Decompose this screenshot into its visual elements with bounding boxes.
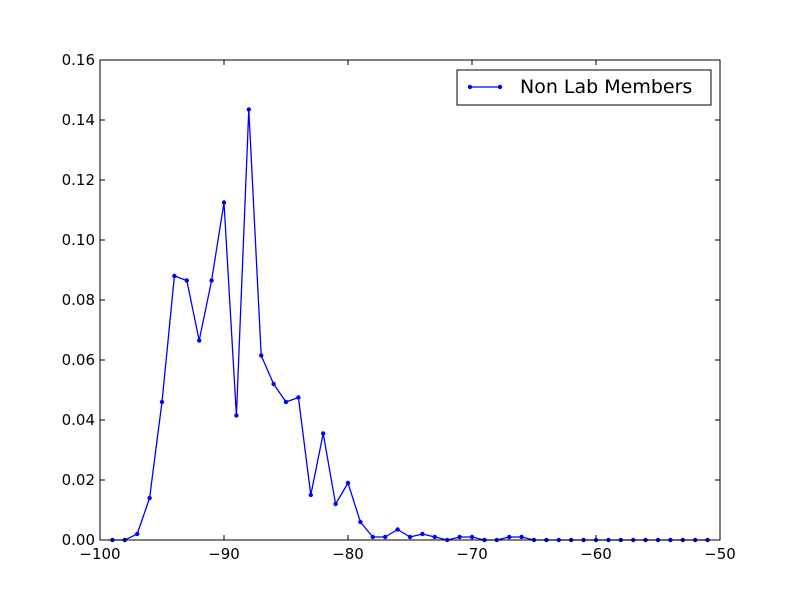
legend-marker-right bbox=[497, 84, 503, 90]
y-tick-label: 0.00 bbox=[62, 531, 95, 549]
data-point bbox=[457, 534, 462, 540]
legend: Non Lab Members bbox=[456, 69, 712, 106]
data-point bbox=[159, 399, 165, 405]
data-point bbox=[432, 534, 437, 540]
plot-area bbox=[100, 60, 720, 540]
data-point bbox=[358, 519, 363, 525]
data-point bbox=[333, 501, 338, 507]
data-point bbox=[383, 534, 388, 540]
data-point bbox=[259, 353, 264, 358]
y-tick-label: 0.04 bbox=[62, 411, 95, 429]
data-point bbox=[283, 399, 289, 405]
y-tick-label: 0.16 bbox=[62, 51, 95, 69]
data-point bbox=[147, 495, 152, 501]
data-point bbox=[345, 480, 351, 486]
y-tick-label: 0.14 bbox=[62, 111, 95, 129]
y-tick-label: 0.12 bbox=[62, 171, 95, 189]
data-point bbox=[172, 273, 177, 279]
data-point bbox=[197, 338, 202, 343]
data-point bbox=[234, 413, 239, 418]
y-tick-label: 0.02 bbox=[62, 471, 95, 489]
data-point bbox=[308, 492, 313, 498]
y-tick-label: 0.06 bbox=[62, 351, 95, 369]
legend-marker-left bbox=[467, 84, 473, 90]
data-point bbox=[296, 395, 301, 400]
data-point bbox=[370, 534, 375, 540]
x-tick-label: −50 bbox=[704, 545, 736, 563]
data-point bbox=[407, 534, 413, 540]
tick-labels: −100 −90 −80 −70 −60 −50 0.00 0.02 0.04 0.06 0.08 0… bbox=[62, 51, 736, 563]
data-point bbox=[209, 278, 214, 283]
plot-frame bbox=[99, 59, 721, 541]
data-point bbox=[184, 278, 189, 283]
data-point bbox=[420, 531, 425, 537]
x-tick-label: −90 bbox=[208, 545, 240, 563]
data-point bbox=[395, 527, 400, 532]
data-point bbox=[507, 534, 512, 540]
y-tick-label: 0.08 bbox=[62, 291, 95, 309]
data-point bbox=[135, 531, 140, 537]
data-point bbox=[246, 107, 251, 112]
data-point bbox=[519, 534, 524, 540]
x-tick-label: −100 bbox=[79, 545, 120, 563]
x-tick-label: −80 bbox=[332, 545, 364, 563]
x-tick-label: −60 bbox=[580, 545, 612, 563]
data-point bbox=[469, 534, 475, 540]
x-tick-label: −70 bbox=[456, 545, 488, 563]
legend-label: Non Lab Members bbox=[520, 76, 692, 98]
data-point bbox=[271, 381, 276, 387]
data-point bbox=[221, 200, 227, 205]
y-tick-label: 0.10 bbox=[62, 231, 95, 249]
data-point bbox=[321, 431, 326, 436]
